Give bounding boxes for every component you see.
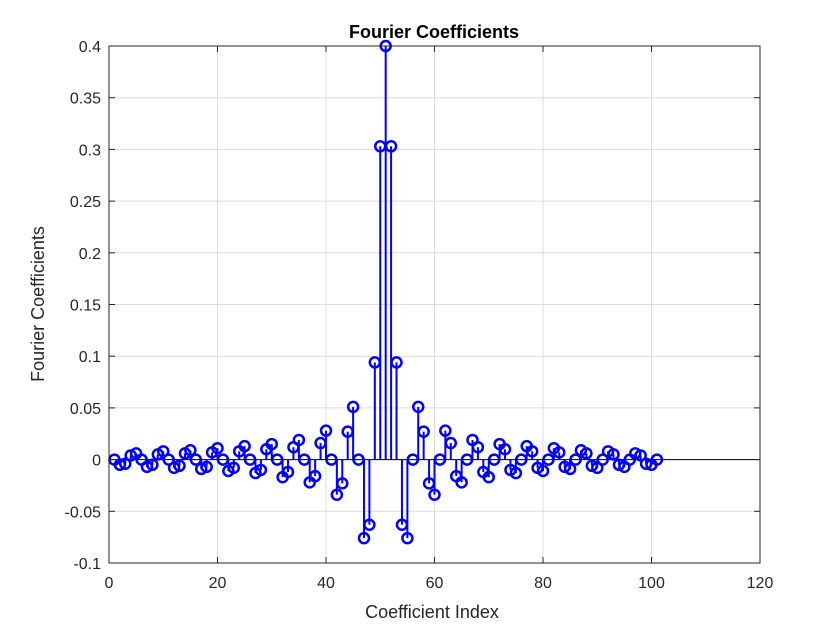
- stem-marker: [650, 453, 664, 466]
- stem-marker: [482, 470, 495, 484]
- stem-marker: [536, 464, 550, 478]
- stem-marker: [639, 457, 653, 470]
- y-axis-label: Fourier Coefficients: [28, 226, 48, 382]
- stem-marker: [189, 453, 203, 466]
- stem-marker: [471, 440, 485, 454]
- x-tick-labels: 0 20 40 60 80 100 120: [105, 46, 774, 592]
- stem-marker: [401, 531, 414, 545]
- stem-marker: [227, 461, 241, 475]
- stem-marker: [319, 424, 333, 437]
- y-tick-label: 0.15: [70, 298, 101, 315]
- stem-marker: [184, 444, 197, 457]
- stem-marker: [417, 425, 430, 438]
- x-tick-label: 0: [105, 575, 114, 592]
- y-tick-label: 0.4: [79, 39, 101, 56]
- stem-marker: [330, 488, 344, 502]
- stem-marker: [591, 461, 604, 475]
- stem-marker: [563, 462, 577, 476]
- y-tick-label: 0.05: [70, 401, 101, 418]
- y-tick-label: 0.1: [79, 349, 101, 366]
- stem-marker: [254, 463, 268, 477]
- stem-marker: [200, 460, 213, 474]
- stem-marker: [411, 400, 425, 414]
- stem-marker: [580, 447, 593, 460]
- stem-marker: [357, 531, 371, 545]
- y-tick-label: -0.1: [73, 556, 101, 573]
- stem-marker: [515, 453, 528, 466]
- chart-title: Fourier Coefficients: [349, 22, 519, 42]
- y-tick-label: 0.35: [70, 91, 101, 108]
- stem-marker: [113, 458, 127, 472]
- stem-marker: [298, 453, 311, 466]
- stem-marker: [162, 453, 175, 466]
- y-tick-label: 0.2: [79, 246, 101, 263]
- x-tick-label: 120: [747, 575, 774, 592]
- stem-marker: [346, 400, 360, 414]
- stem-marker: [265, 437, 278, 451]
- stem-marker: [569, 453, 582, 466]
- markers: [108, 39, 664, 545]
- stem-marker: [352, 453, 365, 466]
- stem-marker: [460, 453, 474, 466]
- stem-marker: [384, 140, 398, 153]
- stem-marker: [487, 453, 501, 466]
- stem-marker: [292, 433, 306, 447]
- stem-marker: [157, 445, 170, 458]
- stem-marker: [542, 453, 555, 466]
- stem-marker: [553, 446, 566, 459]
- stem-marker: [525, 445, 539, 458]
- y-tick-label: -0.05: [65, 504, 102, 521]
- stem-marker: [270, 453, 284, 466]
- stem-marker: [243, 453, 257, 466]
- x-axis-label: Coefficient Index: [365, 602, 499, 622]
- y-tick-label: 0: [92, 453, 101, 470]
- stem-marker: [634, 449, 647, 462]
- x-tick-label: 100: [638, 575, 665, 592]
- stem-marker: [363, 518, 376, 531]
- stem-marker: [216, 453, 230, 466]
- stem-marker: [173, 459, 186, 473]
- x-tick-label: 60: [426, 575, 444, 592]
- stem-marker: [325, 453, 338, 466]
- stem-marker: [509, 466, 523, 480]
- stem-marker: [390, 356, 403, 369]
- stem-marker: [406, 453, 420, 466]
- stem-marker: [211, 441, 224, 455]
- stem-marker: [314, 436, 327, 450]
- y-tick-labels: -0.1 -0.05 0 0.05 0.1 0.15 0.2 0.25 0.3 0.35 0.4: [65, 39, 760, 573]
- stem-marker: [607, 448, 620, 461]
- stem-marker: [238, 439, 251, 453]
- stem-marker: [433, 453, 447, 466]
- stem-marker: [444, 436, 458, 450]
- stem-marker: [395, 518, 409, 531]
- stem-marker: [308, 469, 322, 483]
- stem-marker: [455, 476, 468, 489]
- x-tick-label: 40: [317, 575, 335, 592]
- stem-marker: [439, 424, 452, 437]
- stem-marker: [368, 356, 382, 369]
- x-tick-label: 80: [534, 575, 552, 592]
- y-tick-label: 0.3: [79, 142, 101, 159]
- stem-marker: [422, 477, 436, 490]
- stem-marker: [341, 425, 354, 438]
- x-tick-label: 20: [209, 575, 227, 592]
- y-tick-label: 0.25: [70, 194, 101, 211]
- stem-marker: [281, 465, 295, 479]
- stem-marker: [498, 443, 512, 456]
- stem-marker: [596, 453, 609, 466]
- stem-marker: [428, 488, 441, 502]
- stem-marker: [146, 458, 159, 472]
- stem-marker: [336, 477, 349, 490]
- stem-marker: [119, 457, 132, 470]
